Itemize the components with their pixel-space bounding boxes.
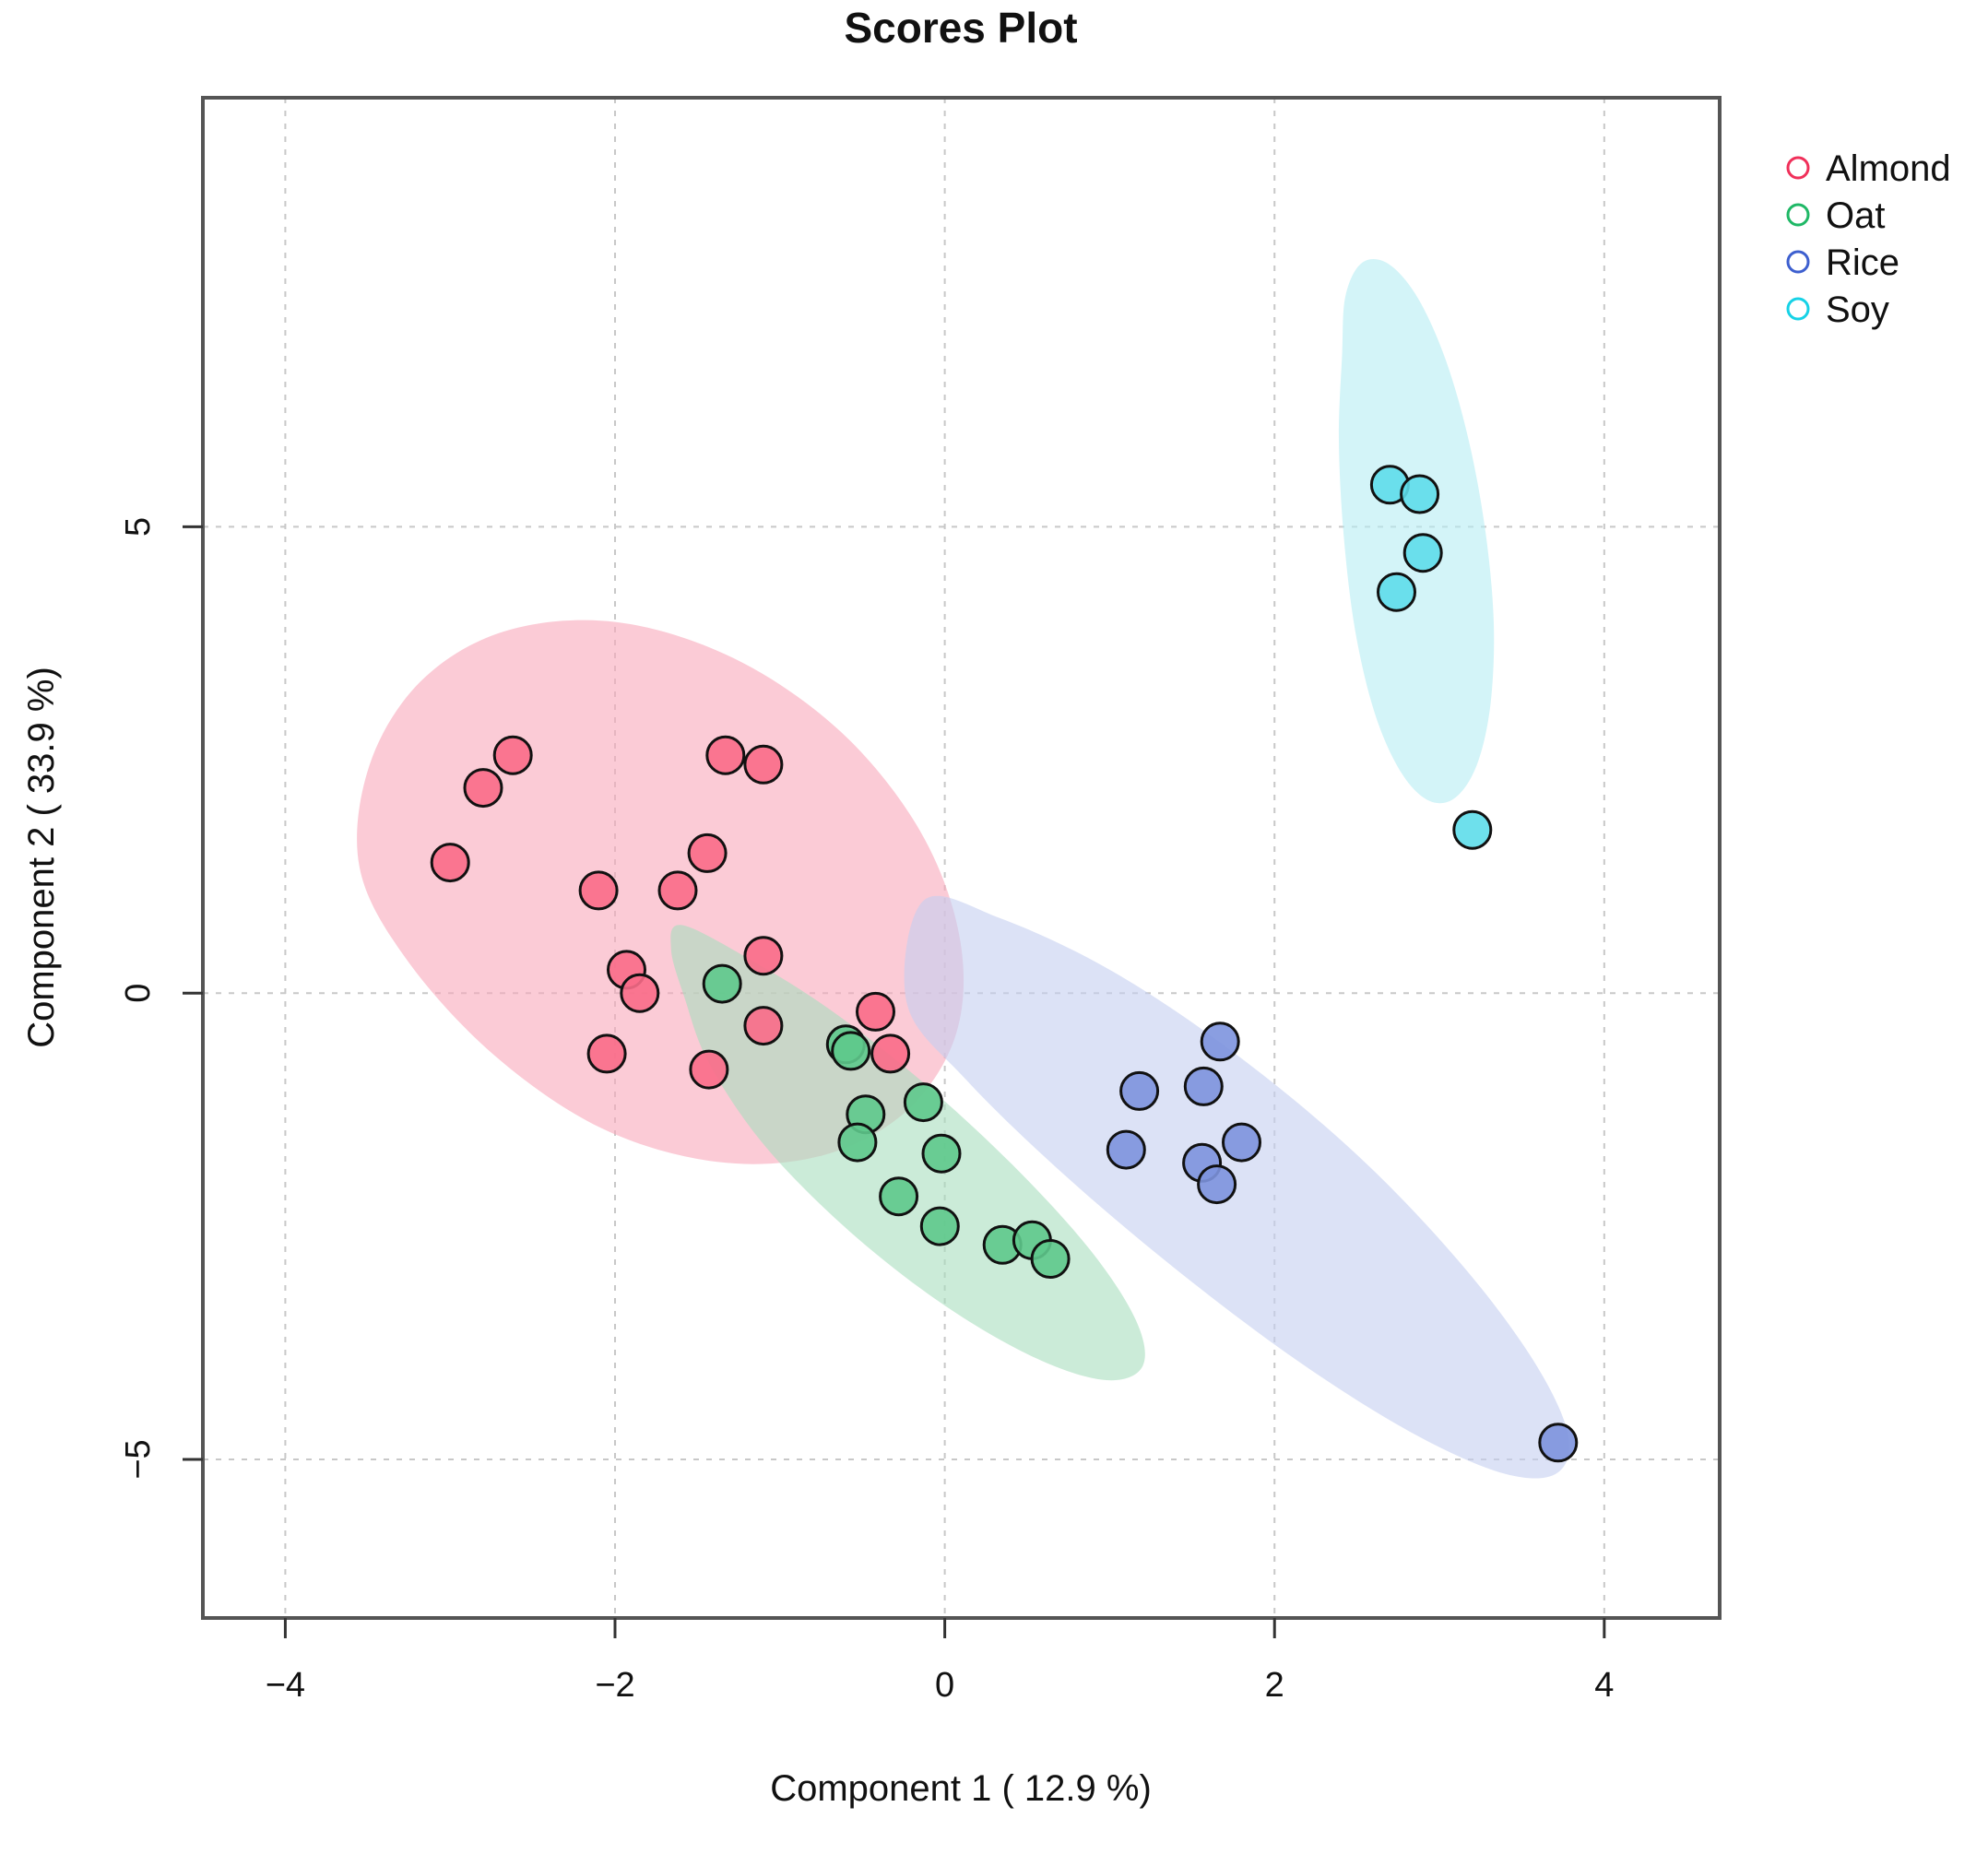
point-almond-12	[743, 1006, 784, 1046]
point-almond-14	[856, 991, 895, 1032]
legend-marker-rice	[1786, 250, 1810, 274]
point-almond-5	[687, 833, 728, 873]
point-almond-7	[657, 870, 698, 911]
point-rice-6	[1197, 1164, 1237, 1205]
point-oat-2	[831, 1031, 871, 1071]
legend-label-oat: Oat	[1826, 195, 1885, 236]
point-soy-1	[1400, 474, 1440, 514]
legend-marker-oat	[1786, 203, 1810, 227]
point-rice-0	[1200, 1021, 1240, 1062]
point-rice-7	[1538, 1423, 1579, 1463]
point-rice-2	[1183, 1066, 1224, 1106]
ellipse-oat	[670, 925, 1145, 1381]
axis-ticks: −4 −2 0 2 4 −5 0 5	[119, 517, 1614, 1705]
y-axis-label: Component 2 ( 33.9 %)	[21, 667, 62, 1048]
x-axis-label: Component 1 ( 12.9 %)	[770, 1768, 1152, 1809]
point-almond-10	[620, 973, 660, 1013]
legend-label-rice: Rice	[1826, 242, 1899, 283]
chart-title: Scores Plot	[844, 4, 1077, 52]
point-almond-4	[743, 744, 784, 785]
point-soy-2	[1402, 533, 1443, 573]
point-soy-3	[1377, 572, 1416, 612]
point-almond-2	[430, 843, 470, 883]
legend-marker-almond	[1786, 156, 1810, 180]
point-oat-6	[921, 1133, 962, 1174]
point-almond-0	[492, 735, 533, 775]
y-tick-label-2: 5	[119, 517, 158, 537]
ellipse-soy	[1338, 258, 1495, 804]
x-tick-label-2: 0	[935, 1666, 954, 1705]
ellipse-rice	[904, 895, 1569, 1479]
point-oat-11	[1030, 1239, 1071, 1279]
point-almond-1	[463, 768, 503, 809]
data-points	[430, 465, 1579, 1463]
point-oat-5	[837, 1122, 878, 1163]
point-rice-4	[1106, 1129, 1146, 1170]
plot-area-border	[201, 96, 1722, 1620]
point-oat-8	[919, 1206, 960, 1246]
legend-marker-soy	[1786, 297, 1810, 321]
x-tick-label-1: −2	[595, 1666, 634, 1705]
point-almond-11	[586, 1033, 627, 1074]
point-almond-13	[689, 1049, 729, 1090]
point-soy-4	[1452, 809, 1493, 850]
legend-label-almond: Almond	[1826, 148, 1951, 189]
y-tick-label-1: 0	[119, 984, 158, 1003]
point-oat-7	[879, 1176, 919, 1217]
point-oat-0	[702, 963, 742, 1004]
x-tick-label-4: 4	[1594, 1666, 1614, 1705]
point-oat-3	[903, 1082, 943, 1123]
y-tick-label-0: −5	[119, 1439, 158, 1479]
x-tick-label-0: −4	[266, 1666, 305, 1705]
legend-label-soy: Soy	[1826, 289, 1889, 330]
point-almond-3	[705, 735, 746, 775]
point-almond-6	[578, 870, 619, 911]
point-rice-3	[1222, 1122, 1261, 1163]
grid-lines	[203, 98, 1720, 1618]
point-almond-8	[743, 936, 784, 976]
legend: Almond Oat Rice Soy	[1786, 148, 1951, 330]
x-tick-label-3: 2	[1265, 1666, 1284, 1705]
point-almond-15	[870, 1033, 911, 1074]
point-rice-1	[1119, 1070, 1160, 1111]
